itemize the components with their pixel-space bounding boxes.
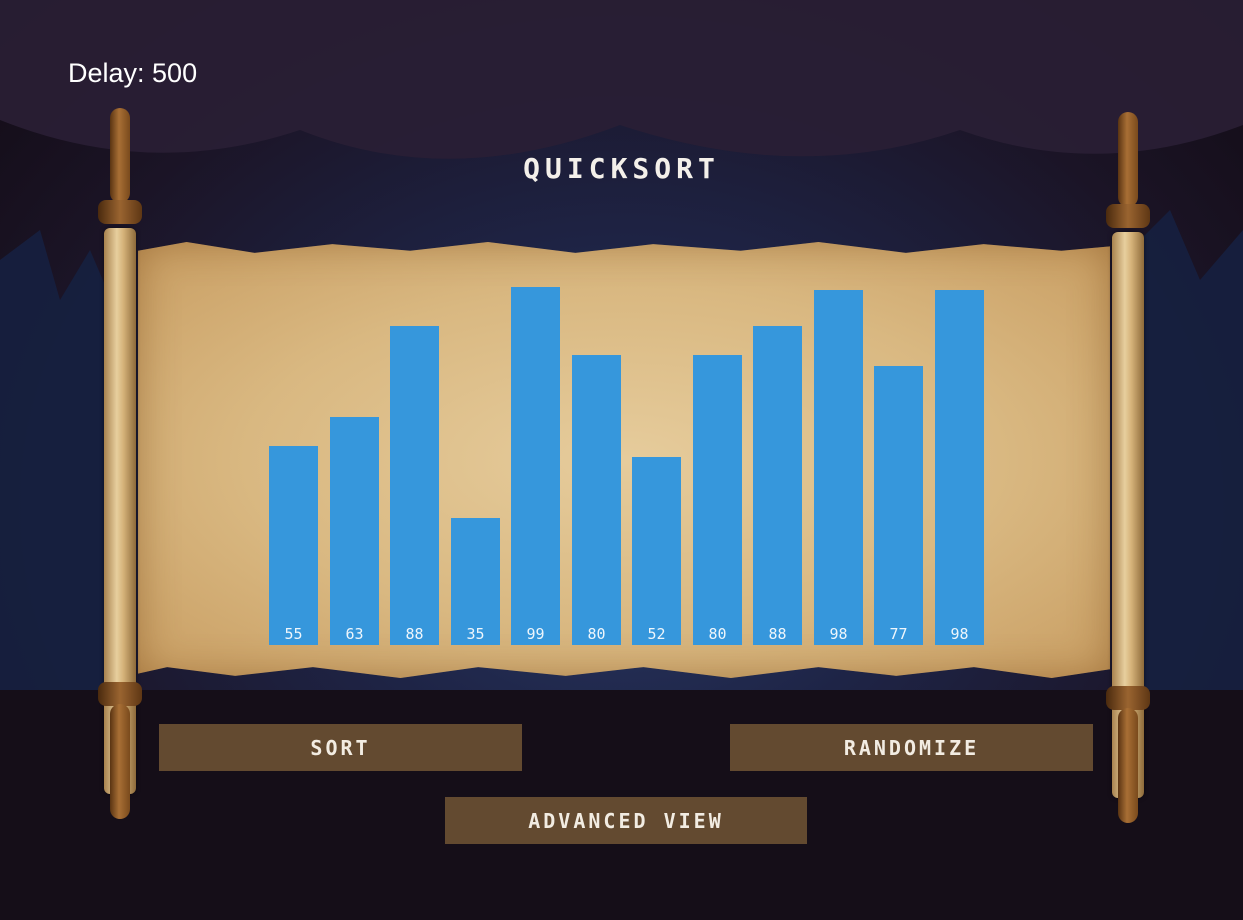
roller-cap-top — [1106, 204, 1150, 228]
bar-value-label: 77 — [889, 625, 908, 643]
bar-10: 77 — [874, 366, 923, 645]
roller-cap-bottom — [98, 682, 142, 706]
bar-3: 35 — [451, 518, 500, 645]
bar-value-label: 63 — [345, 625, 364, 643]
advanced-view-button[interactable]: ADVANCED VIEW — [445, 797, 807, 844]
bar-value-label: 88 — [768, 625, 787, 643]
roller-knob-bottom — [1118, 708, 1138, 823]
bar-value-label: 98 — [829, 625, 848, 643]
algorithm-title: QUICKSORT — [523, 152, 720, 185]
bar-2: 88 — [390, 326, 439, 645]
bar-6: 52 — [632, 457, 681, 645]
bar-9: 98 — [814, 290, 863, 645]
scroll-roller-left — [98, 108, 142, 820]
roller-knob-bottom — [110, 704, 130, 819]
bar-value-label: 35 — [466, 625, 485, 643]
bar-5: 80 — [572, 355, 621, 645]
bar-7: 80 — [693, 355, 742, 645]
bar-value-label: 80 — [587, 625, 606, 643]
roller-cap-bottom — [1106, 686, 1150, 710]
bar-value-label: 98 — [950, 625, 969, 643]
randomize-button[interactable]: RANDOMIZE — [730, 724, 1093, 771]
roller-knob-top — [1118, 112, 1138, 207]
scroll-roller-right — [1106, 112, 1150, 824]
bar-value-label: 99 — [526, 625, 545, 643]
roller-cap-top — [98, 200, 142, 224]
sort-button[interactable]: SORT — [159, 724, 522, 771]
bar-0: 55 — [269, 446, 318, 645]
bar-value-label: 80 — [708, 625, 727, 643]
bar-value-label: 88 — [405, 625, 424, 643]
bar-1: 63 — [330, 417, 379, 645]
bar-value-label: 55 — [284, 625, 303, 643]
roller-knob-top — [110, 108, 130, 203]
bar-11: 98 — [935, 290, 984, 645]
bar-8: 88 — [753, 326, 802, 645]
delay-readout: Delay: 500 — [68, 58, 198, 88]
bar-value-label: 52 — [647, 625, 666, 643]
bar-4: 99 — [511, 287, 560, 645]
